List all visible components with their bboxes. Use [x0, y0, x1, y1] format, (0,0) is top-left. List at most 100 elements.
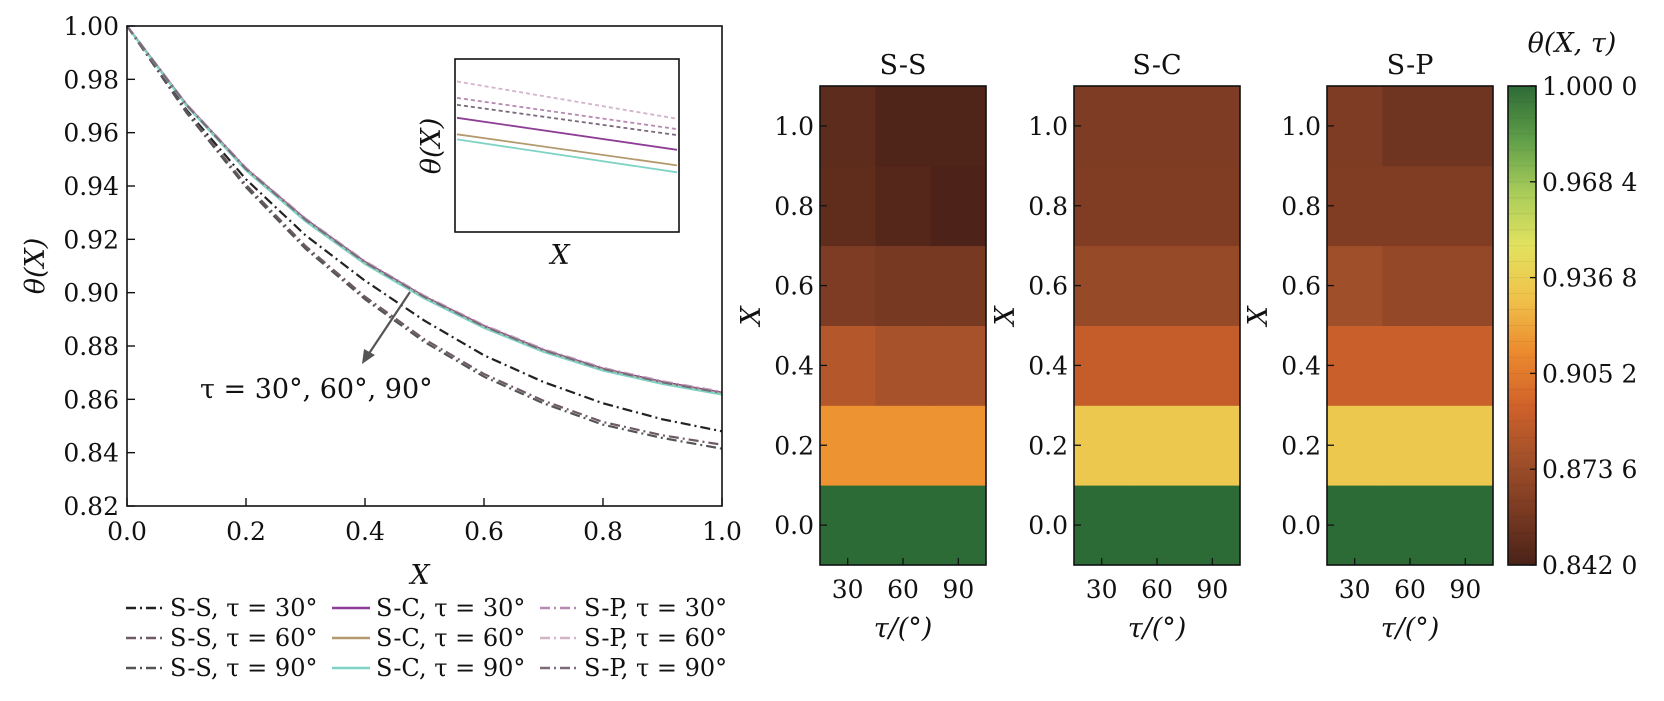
heatmap-y-label: X [736, 305, 767, 328]
x-tick-label: 1.0 [702, 517, 742, 546]
inset-line-4 [456, 116, 678, 151]
heatmap-cell [1327, 86, 1383, 167]
x-axis-ticks: 0.0 0.2 0.4 0.6 0.8 1.0 [107, 498, 742, 546]
inset-line-3 [456, 103, 678, 136]
inset-plot: X θ(X) [416, 58, 680, 271]
inset-line-2 [456, 97, 678, 130]
heatmap-y-tick-label: 0.2 [774, 431, 814, 460]
heatmap-cell [820, 245, 876, 326]
colorbar-title: θ(X, τ) [1528, 28, 1617, 59]
heatmap-cell [1327, 485, 1383, 566]
y-tick-label: 0.84 [63, 439, 119, 468]
heatmap-cell [930, 325, 987, 406]
y-tick-label: 0.98 [63, 65, 119, 94]
heatmap-cell [1129, 86, 1186, 167]
heatmap-cell [1437, 485, 1494, 566]
y-axis-ticks: 0.82 0.84 0.86 0.88 0.90 0.92 0.94 0.96 0.98 1.00 [63, 12, 135, 521]
heatmap-y-tick-label: 0.8 [774, 192, 814, 221]
inset-line-5 [456, 133, 678, 167]
heatmap-cell [875, 165, 932, 247]
heatmap-y-tick-label: 0.4 [1281, 351, 1321, 380]
heatmap-cell [820, 405, 876, 486]
heatmap-x-label: τ/(°) [1128, 613, 1187, 644]
heatmap-y-tick-label: 1.0 [1281, 112, 1321, 141]
heatmap-cell [930, 405, 987, 486]
heatmap-cell [1074, 405, 1130, 486]
colorbar-ticks: 1.000 0 0.968 4 0.936 8 0.905 2 0.873 6 0.842… [1530, 72, 1637, 580]
heatmap-cell [1074, 245, 1130, 326]
heatmap-cell [1327, 405, 1383, 486]
inset-line-6 [456, 138, 678, 174]
series-line-2 [126, 25, 723, 446]
heatmap-x-tick-label: 90 [1449, 575, 1481, 604]
colorbar-frame [1507, 85, 1537, 566]
legend-label: S-P, τ = 60° [584, 624, 727, 652]
heatmap-x-tick-label: 60 [1394, 575, 1426, 604]
heatmap-cell [1074, 485, 1130, 566]
legend-label: S-C, τ = 60° [376, 624, 525, 652]
heatmap-y-tick-label: 0.0 [1281, 511, 1321, 540]
y-tick-label: 0.92 [63, 225, 119, 254]
heatmap-y-tick-label: 1.0 [774, 112, 814, 141]
heatmap-cell [930, 165, 987, 247]
heatmap-y-tick-label: 0.2 [1028, 431, 1068, 460]
heatmap-cell [820, 165, 876, 247]
tau-direction-arrow [362, 291, 411, 364]
legend-label: S-S, τ = 90° [170, 654, 317, 682]
heatmap-cell [1437, 245, 1494, 326]
inset-line-1 [456, 80, 678, 120]
heatmap-x-tick-label: 30 [1339, 575, 1371, 604]
heatmap-x-label: τ/(°) [1381, 613, 1440, 644]
heatmap-cell [1184, 86, 1241, 167]
colorbar-tick-label: 0.842 0 [1542, 551, 1637, 580]
colorbar-tick-label: 0.905 2 [1542, 359, 1637, 388]
heatmap-y-tick-label: 0.8 [1028, 192, 1068, 221]
heatmap-x-tick-label: 30 [1086, 575, 1118, 604]
heatmap-panel-S-P: S-P 0.0 0.2 0.4 0.6 0.8 1.0 30 60 90 τ/(°) X [1243, 50, 1494, 644]
heatmap-title: S-P [1387, 50, 1434, 81]
heatmap-cell [1129, 485, 1186, 566]
heatmap-cell [930, 245, 987, 326]
heatmap-group: S-S 0.0 0.2 0.4 0.6 0.8 1.0 30 60 90 τ/(°) X S-C 0.0 0… [736, 50, 1494, 644]
heatmap-cell [820, 485, 876, 566]
x-axis-label: X [408, 560, 431, 591]
y-tick-label: 0.90 [63, 279, 119, 308]
heatmap-x-tick-label: 90 [942, 575, 974, 604]
heatmap-cell [1382, 245, 1439, 326]
heatmap-y-tick-label: 0.6 [1028, 272, 1068, 301]
heatmap-cell [1382, 405, 1439, 486]
legend-label: S-P, τ = 90° [584, 654, 727, 682]
inset-x-label: X [548, 240, 571, 271]
heatmap-cell [930, 86, 987, 167]
y-tick-label: 0.96 [63, 119, 119, 148]
y-axis-label: θ(X) [20, 238, 51, 295]
legend-label: S-S, τ = 60° [170, 624, 317, 652]
heatmap-x-tick-label: 60 [887, 575, 919, 604]
heatmap-cell [1184, 325, 1241, 406]
x-tick-label: 0.4 [345, 517, 385, 546]
heatmap-cell [1437, 165, 1494, 247]
heatmap-cell [1129, 245, 1186, 326]
x-tick-label: 0.2 [226, 517, 266, 546]
heatmap-cell [820, 86, 876, 167]
heatmap-cell [1382, 485, 1439, 566]
colorbar-tick-label: 0.936 8 [1542, 264, 1637, 293]
heatmap-y-label: X [1243, 305, 1274, 328]
heatmap-cell [1327, 245, 1383, 326]
heatmap-y-tick-label: 0.6 [774, 272, 814, 301]
heatmap-cell [1382, 165, 1439, 247]
heatmap-cell [820, 325, 876, 406]
legend-label: S-C, τ = 30° [376, 594, 525, 622]
heatmap-x-tick-label: 60 [1141, 575, 1173, 604]
heatmap-cell [1327, 165, 1383, 247]
heatmap-cell [1382, 86, 1439, 167]
heatmap-cell [1129, 325, 1186, 406]
heatmap-cell [1437, 86, 1494, 167]
series-line-1 [126, 25, 723, 433]
heatmap-cell [930, 485, 987, 566]
heatmap-y-tick-label: 0.0 [1028, 511, 1068, 540]
heatmap-y-label: X [990, 305, 1021, 328]
line-series-group [126, 25, 723, 450]
legend-label: S-C, τ = 90° [376, 654, 525, 682]
